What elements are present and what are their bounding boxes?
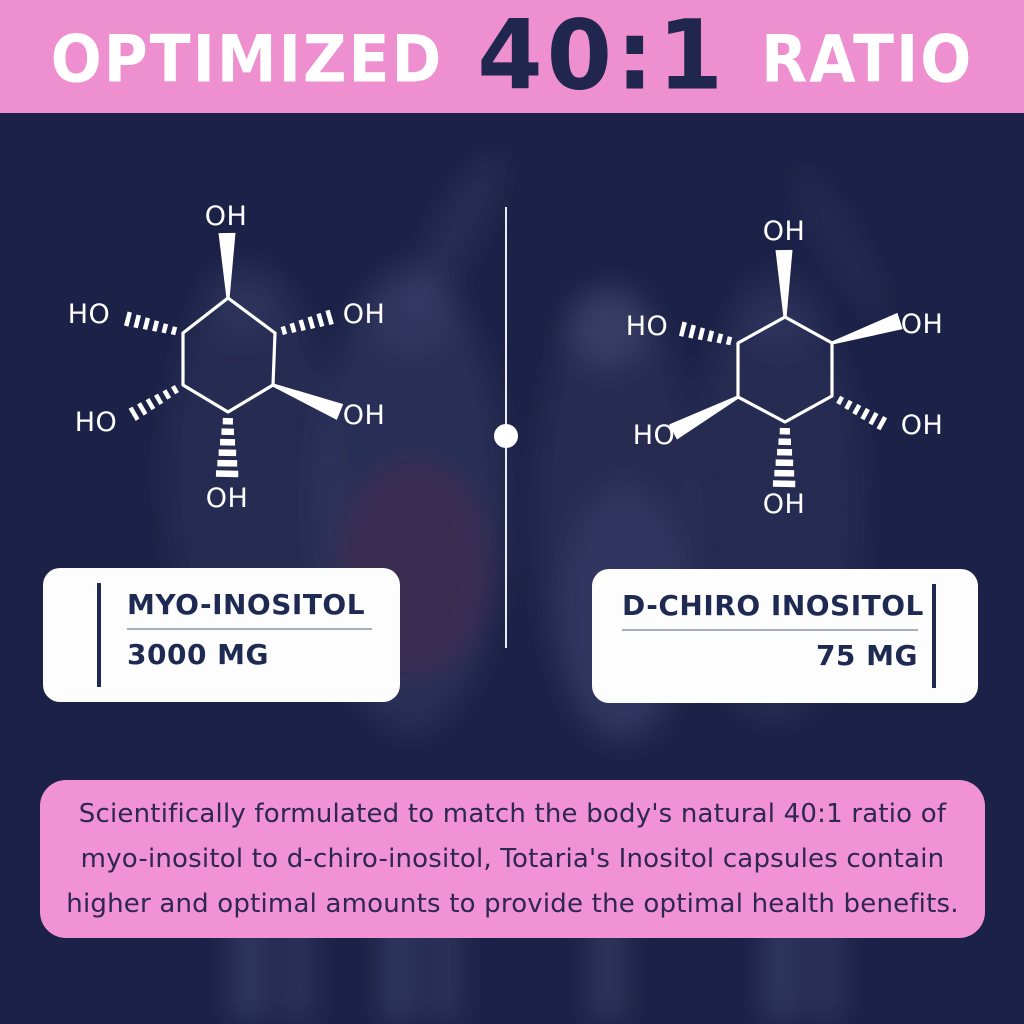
- card-amount: 75 MG: [815, 639, 918, 672]
- hexagon-ring: [736, 315, 834, 424]
- dchiro-upper_right-hydroxyl-label: OH: [901, 309, 944, 340]
- striped-wedge-bond-bar: [221, 428, 234, 436]
- striped-wedge-bond-bar: [779, 427, 790, 435]
- hash-wedge-bond-bar: [124, 311, 132, 327]
- header-banner: OPTIMIZED 40:1 RATIO: [0, 0, 1024, 113]
- dchiro-lower_left-hydroxyl-label: HO: [633, 420, 676, 451]
- solid-wedge-bond: [669, 395, 739, 440]
- myo-top-hydroxyl-label: OH: [205, 201, 248, 232]
- hash-wedge-bond-bar: [860, 407, 870, 421]
- solid-wedge-bond: [272, 383, 344, 420]
- card-title: MYO-INOSITOL: [127, 588, 366, 621]
- myo-lower_right-hydroxyl-label: OH: [343, 400, 386, 431]
- striped-wedge-bond-bar: [777, 448, 793, 456]
- striped-wedge-bond-bar: [775, 459, 794, 467]
- hash-wedge-bond-bar: [162, 389, 172, 400]
- hash-wedge-bond-bar: [280, 325, 288, 336]
- myo-inositol-card: MYO-INOSITOL 3000 MG: [43, 568, 400, 702]
- striped-wedge-bond-bar: [774, 469, 795, 477]
- striped-wedge-bond-bar: [217, 459, 238, 467]
- myo-bottom-hydroxyl-label: OH: [206, 483, 249, 514]
- d-chiro-inositol-structure: OH OH OH OH HO HO: [626, 216, 944, 520]
- banner-word-ratio: RATIO: [761, 21, 974, 98]
- dchiro-top-hydroxyl-label: OH: [763, 216, 806, 247]
- striped-wedge-bond-bar: [220, 438, 236, 446]
- hash-wedge-bond-bar: [133, 314, 141, 329]
- solid-wedge-bond: [218, 232, 236, 298]
- striped-wedge-bond-bar: [772, 480, 796, 488]
- hash-wedge-bond-bar: [716, 333, 724, 344]
- hash-wedge-bond-bar: [145, 398, 156, 411]
- striped-wedge-bond-bar: [215, 470, 239, 478]
- solid-wedge-bond: [775, 249, 793, 317]
- banner-ratio-value: 40:1: [477, 0, 728, 113]
- hash-wedge-bond-bar: [707, 330, 715, 342]
- myo-upper_left-hydroxyl-label: HO: [68, 299, 111, 330]
- myo-inositol-structure: OH OH OH OH HO HO: [68, 201, 386, 514]
- hash-wedge-bond-bar: [844, 399, 853, 411]
- hash-wedge-bond-bar: [852, 403, 862, 416]
- card-accent-bar: [97, 583, 101, 687]
- hash-wedge-bond-bar: [152, 320, 160, 332]
- hash-wedge-bond-bar: [876, 416, 888, 431]
- dchiro-lower_right-hydroxyl-label: OH: [901, 410, 944, 441]
- hash-wedge-bond-bar: [316, 312, 325, 328]
- card-divider-rule: [622, 629, 918, 631]
- striped-wedge-bond-bar: [778, 438, 791, 446]
- hexagon-ring: [181, 296, 277, 414]
- solid-wedge-bond: [831, 312, 903, 345]
- card-accent-bar: [932, 584, 936, 688]
- hash-wedge-bond-bar: [128, 406, 140, 421]
- hash-wedge-bond-bar: [307, 316, 316, 330]
- striped-wedge-bond-bar: [218, 449, 237, 457]
- hash-wedge-bond-bar: [154, 393, 164, 405]
- description-line: myo-inositol to d-chiro-inositol, Totari…: [80, 843, 945, 874]
- hash-wedge-bond-bar: [142, 317, 151, 330]
- hash-wedge-bond-bar: [325, 309, 334, 326]
- hash-wedge-bond-bar: [171, 385, 179, 395]
- hash-wedge-bond-bar: [137, 402, 148, 416]
- divider-dot: [494, 424, 518, 448]
- hash-wedge-bond-bar: [868, 412, 879, 426]
- description-line: Scientifically formulated to match the b…: [78, 798, 947, 829]
- striped-wedge-bond-bar: [222, 417, 233, 425]
- card-divider-rule: [127, 628, 372, 630]
- card-title: D-CHIRO INOSITOL: [622, 589, 924, 622]
- hash-wedge-bond-bar: [679, 321, 687, 337]
- myo-upper_right-hydroxyl-label: OH: [343, 299, 386, 330]
- hash-wedge-bond-bar: [725, 336, 733, 346]
- hash-wedge-bond-bar: [289, 322, 297, 334]
- dchiro-upper_left-hydroxyl-label: HO: [626, 311, 669, 342]
- hash-wedge-bond-bar: [161, 323, 169, 334]
- hash-wedge-bond-bar: [836, 395, 844, 406]
- description-box: Scientifically formulated to match the b…: [40, 780, 985, 938]
- myo-lower_left-hydroxyl-label: HO: [75, 407, 118, 438]
- hash-wedge-bond-bar: [688, 324, 696, 339]
- banner-word-optimized: OPTIMIZED: [50, 21, 444, 98]
- hash-wedge-bond-bar: [298, 319, 306, 332]
- hash-wedge-bond-bar: [170, 326, 178, 336]
- card-amount: 3000 MG: [127, 638, 270, 671]
- description-line: higher and optimal amounts to provide th…: [66, 888, 959, 919]
- d-chiro-inositol-card: D-CHIRO INOSITOL 75 MG: [592, 569, 978, 703]
- hash-wedge-bond-bar: [697, 327, 705, 341]
- dchiro-bottom-hydroxyl-label: OH: [763, 489, 806, 520]
